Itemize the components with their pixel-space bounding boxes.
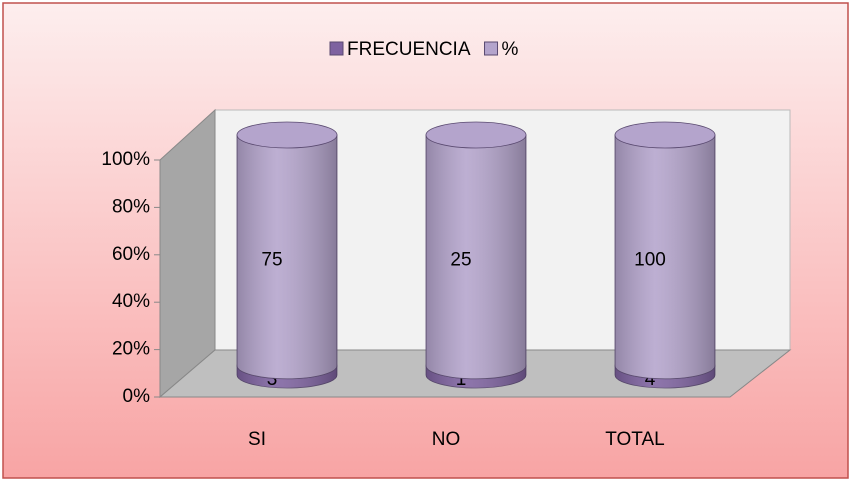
- legend-label: FRECUENCIA: [347, 39, 471, 60]
- legend-label: %: [502, 39, 519, 60]
- bar: [236, 121, 338, 380]
- y-tick-label: 20%: [112, 339, 150, 360]
- y-tick-label: 80%: [112, 196, 150, 217]
- data-label: 3: [267, 369, 278, 390]
- bar-part: [425, 135, 526, 379]
- x-tick-label: SI: [248, 429, 266, 450]
- y-tick-label: 100%: [101, 149, 150, 170]
- data-label: 25: [450, 249, 471, 270]
- y-tick-label: 60%: [112, 244, 150, 265]
- bar-part: [425, 121, 527, 149]
- side-wall: [159, 108, 216, 399]
- data-label: 1: [456, 369, 467, 390]
- bar-part: [614, 121, 716, 149]
- bar: [614, 121, 716, 380]
- data-label: 100: [634, 249, 666, 270]
- y-tick-label: 40%: [112, 291, 150, 312]
- bar-part: [237, 135, 337, 379]
- y-tick-label: 0%: [123, 386, 151, 407]
- data-label: 75: [261, 249, 282, 270]
- x-tick-label: TOTAL: [605, 429, 664, 450]
- data-label: 4: [645, 369, 656, 390]
- bar-part: [615, 135, 715, 379]
- legend-swatch: [484, 41, 499, 56]
- bar-part: [236, 121, 338, 149]
- legend-swatch: [329, 41, 344, 56]
- x-tick-label: NO: [432, 429, 461, 450]
- bar: [425, 121, 527, 380]
